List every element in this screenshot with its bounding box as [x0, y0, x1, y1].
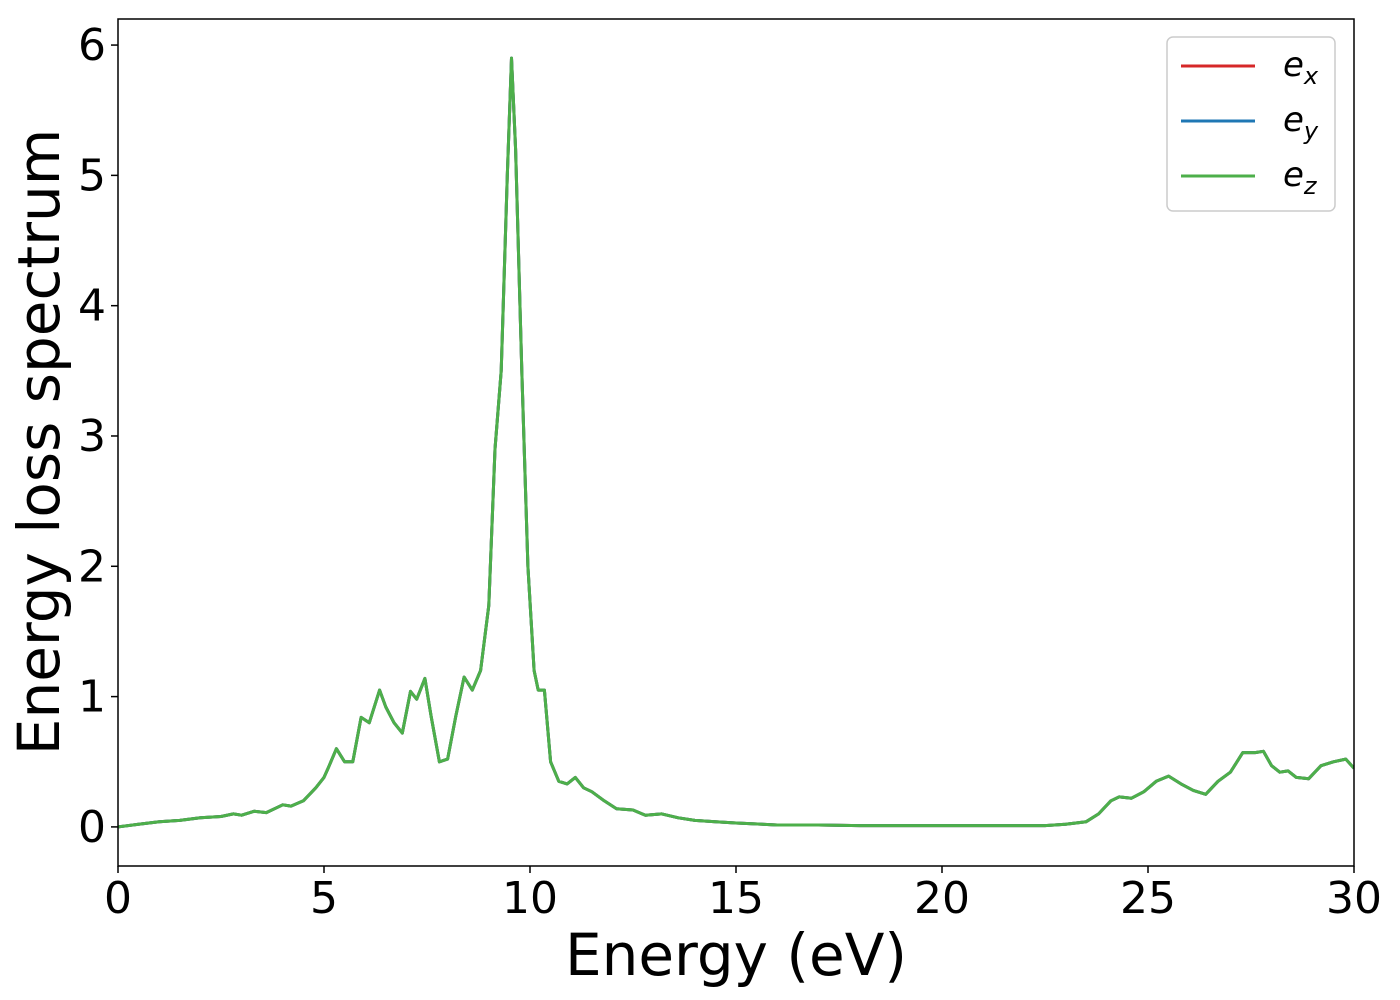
x-tick-label: 5	[310, 873, 338, 924]
plot-area	[117, 18, 1355, 867]
x-tick-label: 15	[708, 873, 764, 924]
series-line-e-z	[118, 56, 1354, 829]
x-tick-label: 10	[502, 873, 558, 924]
y-tick-label: 3	[78, 411, 106, 462]
y-axis-ticks: 0 1 2 3 4 5 6	[78, 20, 118, 853]
y-tick-label: 1	[78, 672, 106, 723]
legend-box	[1166, 36, 1336, 212]
y-axis-label: Energy loss spectrum	[5, 129, 73, 755]
x-axis-ticks: 0 5 10 15 20 25 30	[104, 866, 1382, 924]
x-tick-label: 30	[1326, 873, 1382, 924]
x-tick-label: 25	[1120, 873, 1176, 924]
x-tick-label: 0	[104, 873, 132, 924]
y-tick-label: 0	[78, 802, 106, 853]
x-tick-label: 20	[914, 873, 970, 924]
y-tick-label: 6	[78, 20, 106, 71]
y-tick-label: 4	[78, 281, 106, 332]
y-tick-label: 5	[78, 150, 106, 201]
x-axis-label: Energy (eV)	[565, 921, 907, 989]
y-tick-label: 2	[78, 541, 106, 592]
